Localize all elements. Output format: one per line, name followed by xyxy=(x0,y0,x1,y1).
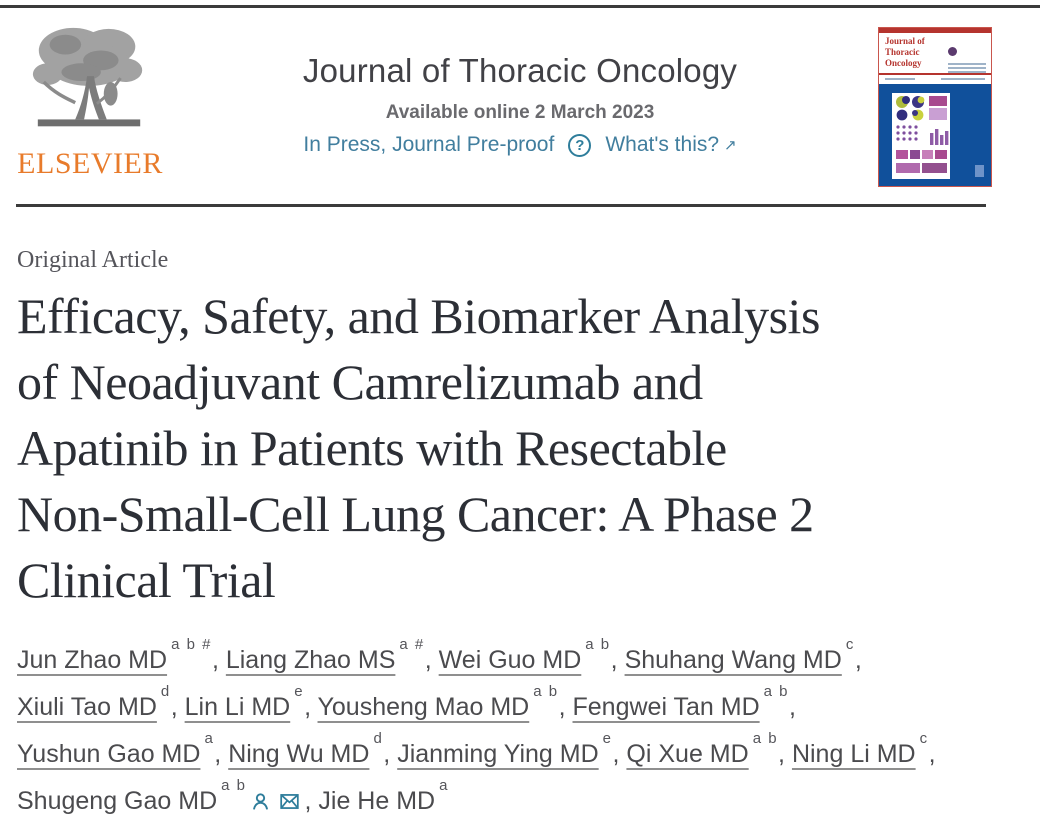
author-name-link[interactable]: Jun Zhao MD xyxy=(17,646,168,674)
author-name-link[interactable]: Fengwei Tan MD xyxy=(572,693,760,721)
author-line: Jun Zhao MDa b #, Liang Zhao MSa #, Wei … xyxy=(17,637,1024,684)
author-affiliation-superscript: a xyxy=(439,776,449,794)
article-title: Efficacy, Safety, and Biomarker Analysis… xyxy=(17,283,1024,613)
journal-title-link[interactable]: Journal of Thoracic Oncology xyxy=(302,52,738,89)
author-affiliation-superscript: e xyxy=(294,682,305,700)
author-name-link[interactable]: Liang Zhao MS xyxy=(225,646,396,674)
whats-this-label: What's this? xyxy=(605,133,720,156)
author-separator: , xyxy=(778,740,792,768)
author-name-link[interactable]: Ning Wu MD xyxy=(228,740,370,768)
author-line: Xiuli Tao MDd, Lin Li MDe, Yousheng Mao … xyxy=(17,684,1024,731)
person-icon[interactable] xyxy=(250,778,271,825)
author-name-link[interactable]: Lin Li MD xyxy=(184,693,291,721)
cover-body xyxy=(879,84,991,186)
author-affiliation-superscript: c xyxy=(845,635,855,653)
author-separator: , xyxy=(558,693,573,721)
author-separator: , xyxy=(383,740,398,768)
author-affiliation-superscript: a b xyxy=(585,635,611,653)
cover-masthead: Journal of Thoracic Oncology xyxy=(879,33,991,73)
article-title-line: Apatinib in Patients with Resectable xyxy=(17,420,727,476)
author-name-link[interactable]: Yushun Gao MD xyxy=(17,740,201,768)
author-separator: , xyxy=(214,740,229,768)
author-name-link[interactable]: Shuhang Wang MD xyxy=(624,646,842,674)
author-affiliation-superscript: a b # xyxy=(171,635,212,653)
author-affiliation-superscript: d xyxy=(160,682,171,700)
author-separator: , xyxy=(170,693,185,721)
author-separator: , xyxy=(612,740,627,768)
in-press-status: In Press, Journal Pre-proof xyxy=(303,133,555,156)
cover-journal-title: Journal of Thoracic Oncology xyxy=(885,36,925,68)
author-separator: , xyxy=(788,693,796,721)
article-type-label: Original Article xyxy=(17,247,169,273)
author-line: Shugeng Gao MDa b, Jie He MDa xyxy=(17,778,1024,825)
article-title-line: Non-Small-Cell Lung Cancer: A Phase 2 xyxy=(17,486,814,542)
author-separator: , xyxy=(610,646,625,674)
external-link-arrow-icon: ↗ xyxy=(724,137,737,154)
author-affiliation-superscript: a b xyxy=(752,729,779,747)
author-affiliation-superscript: a b xyxy=(221,776,247,794)
article-title-line: Efficacy, Safety, and Biomarker Analysis xyxy=(17,288,820,344)
author-list: Jun Zhao MDa b #, Liang Zhao MSa #, Wei … xyxy=(17,637,1024,825)
author-affiliation-superscript: a b xyxy=(763,682,789,700)
elsevier-logo[interactable]: ELSEVIER xyxy=(12,20,168,181)
author-name-link[interactable]: Yousheng Mao MD xyxy=(317,693,530,721)
author-separator: , xyxy=(211,646,226,674)
cover-red-divider xyxy=(879,73,991,75)
cover-figure-panel xyxy=(892,93,950,179)
envelope-icon[interactable] xyxy=(279,778,300,825)
author-line: Yushun Gao MDa, Ning Wu MDd, Jianming Yi… xyxy=(17,731,1024,778)
author-affiliation-superscript: c xyxy=(919,729,929,747)
author-name-link[interactable]: Ning Li MD xyxy=(791,740,916,768)
author-name-link[interactable]: Xiuli Tao MD xyxy=(17,693,157,721)
in-press-row: In Press, Journal Pre-proof ? What's thi… xyxy=(190,133,850,157)
cover-society-logo xyxy=(948,43,986,73)
cover-top-strip xyxy=(879,28,991,33)
article-main: Original Article Efficacy, Safety, and B… xyxy=(17,247,1024,825)
author-affiliation-superscript: a xyxy=(204,729,215,747)
header-divider xyxy=(16,204,986,207)
author-name-link[interactable]: Wei Guo MD xyxy=(438,646,582,674)
journal-cover-thumbnail[interactable]: Journal of Thoracic Oncology xyxy=(878,27,992,187)
article-title-line: Clinical Trial xyxy=(17,552,276,608)
article-title-line: of Neoadjuvant Camrelizumab and xyxy=(17,354,703,410)
author-separator: , xyxy=(304,787,319,815)
author-separator: , xyxy=(304,693,318,721)
author-name-link[interactable]: Jianming Ying MD xyxy=(397,740,599,768)
author-separator: , xyxy=(854,646,862,674)
author-name-link[interactable]: Qi Xue MD xyxy=(626,740,749,768)
cover-publisher-glyph xyxy=(975,165,984,177)
whats-this-link[interactable]: What's this? ↗ xyxy=(605,133,736,157)
author-name: Shugeng Gao MD xyxy=(17,787,218,815)
help-circle-icon[interactable]: ? xyxy=(568,133,592,157)
author-affiliation-superscript: a b xyxy=(533,682,559,700)
author-affiliation-superscript: a # xyxy=(399,635,425,653)
author-separator: , xyxy=(424,646,439,674)
available-online-date: Available online 2 March 2023 xyxy=(385,102,655,123)
elsevier-wordmark: ELSEVIER xyxy=(17,147,163,180)
journal-header: Journal of Thoracic Oncology Available o… xyxy=(190,52,850,157)
author-affiliation-superscript: d xyxy=(373,729,384,747)
top-divider xyxy=(0,5,1040,8)
author-affiliation-superscript: e xyxy=(602,729,613,747)
cover-meta-band xyxy=(879,75,991,84)
author-separator: , xyxy=(928,740,936,768)
author-name: Jie He MD xyxy=(318,787,436,815)
elsevier-tree-icon xyxy=(12,20,168,146)
